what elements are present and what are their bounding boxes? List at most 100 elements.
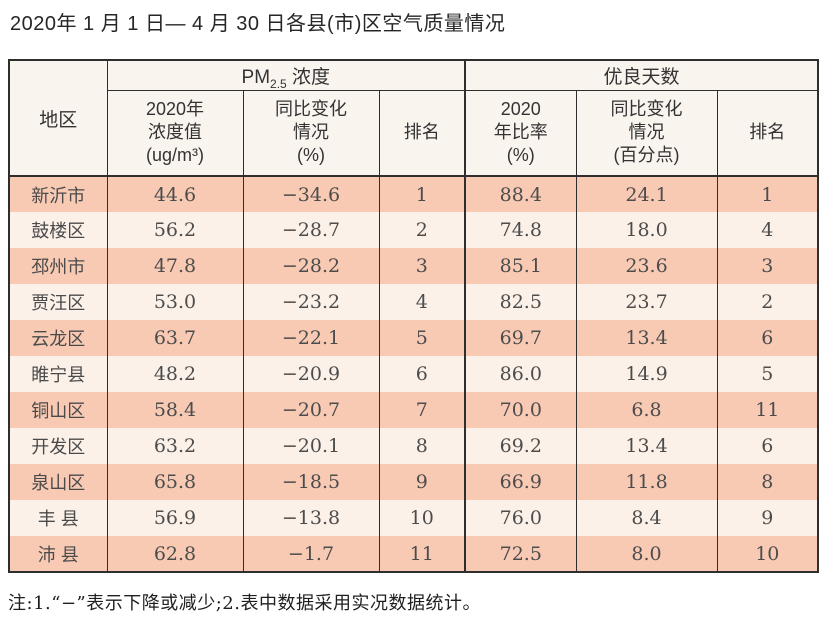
cell-pm-rank: 11 bbox=[378, 536, 466, 572]
cell-pm-rank: 3 bbox=[378, 248, 466, 284]
table-row: 睢宁县 48.2 −20.9 6 86.0 14.9 5 bbox=[9, 356, 819, 392]
cell-days-change: 13.4 bbox=[575, 320, 718, 356]
cell-pm-change: −1.7 bbox=[242, 536, 379, 572]
cell-region: 泉山区 bbox=[9, 464, 107, 500]
cell-pm-value: 56.9 bbox=[106, 500, 243, 536]
table-row: 新沂市 44.6 −34.6 1 88.4 24.1 1 bbox=[9, 176, 819, 212]
cell-pm-change: −28.2 bbox=[242, 248, 379, 284]
table-row: 云龙区 63.7 −22.1 5 69.7 13.4 6 bbox=[9, 320, 819, 356]
cell-pm-value: 53.0 bbox=[106, 284, 243, 320]
cell-pm-change: −18.5 bbox=[242, 464, 379, 500]
column-header-days-rank: 排名 bbox=[716, 90, 819, 177]
cell-days-ratio: 82.5 bbox=[464, 284, 577, 320]
column-header-region: 地区 bbox=[9, 60, 107, 177]
column-group-good-days: 优良天数 bbox=[464, 60, 819, 91]
cell-days-ratio: 69.2 bbox=[464, 428, 577, 464]
cell-pm-value: 44.6 bbox=[106, 176, 243, 212]
table-row: 泉山区 65.8 −18.5 9 66.9 11.8 8 bbox=[9, 464, 819, 500]
cell-pm-change: −20.7 bbox=[242, 392, 379, 428]
column-header-pm-value: 2020年 浓度值 (ug/m³) bbox=[106, 90, 243, 177]
cell-pm-rank: 5 bbox=[378, 320, 466, 356]
cell-days-rank: 6 bbox=[716, 428, 819, 464]
table-row: 铜山区 58.4 −20.7 7 70.0 6.8 11 bbox=[9, 392, 819, 428]
cell-days-ratio: 86.0 bbox=[464, 356, 577, 392]
cell-pm-value: 62.8 bbox=[106, 536, 243, 572]
column-header-pm-change: 同比变化 情况 (%) bbox=[242, 90, 379, 177]
footnote: 注:1.“−”表示下降或减少;2.表中数据采用实况数据统计。 bbox=[8, 593, 481, 614]
cell-days-change: 6.8 bbox=[575, 392, 718, 428]
cell-pm-value: 48.2 bbox=[106, 356, 243, 392]
table-row: 开发区 63.2 −20.1 8 69.2 13.4 6 bbox=[9, 428, 819, 464]
cell-pm-value: 63.2 bbox=[106, 428, 243, 464]
cell-region: 新沂市 bbox=[9, 176, 107, 212]
cell-days-ratio: 66.9 bbox=[464, 464, 577, 500]
cell-days-rank: 1 bbox=[716, 176, 819, 212]
cell-days-rank: 10 bbox=[716, 536, 819, 572]
cell-pm-change: −20.1 bbox=[242, 428, 379, 464]
pm25-label-suffix: 浓度 bbox=[286, 66, 330, 88]
cell-days-rank: 3 bbox=[716, 248, 819, 284]
air-quality-table: 地区 PM2.5 浓度 优良天数 2020年 浓度值 (ug/m³) 同比变化 … bbox=[8, 59, 820, 573]
sub-header-row: 2020年 浓度值 (ug/m³) 同比变化 情况 (%) 排名 2020 年比… bbox=[9, 90, 819, 177]
cell-pm-rank: 10 bbox=[378, 500, 466, 536]
cell-days-rank: 5 bbox=[716, 356, 819, 392]
cell-days-rank: 8 bbox=[716, 464, 819, 500]
cell-region: 鼓楼区 bbox=[9, 212, 107, 248]
column-header-pm-rank: 排名 bbox=[378, 90, 466, 177]
cell-region: 开发区 bbox=[9, 428, 107, 464]
cell-days-change: 8.4 bbox=[575, 500, 718, 536]
table-row: 沛 县 62.8 −1.7 11 72.5 8.0 10 bbox=[9, 536, 819, 572]
cell-days-rank: 4 bbox=[716, 212, 819, 248]
pm25-label-prefix: PM bbox=[241, 66, 271, 88]
cell-pm-value: 47.8 bbox=[106, 248, 243, 284]
cell-days-change: 24.1 bbox=[575, 176, 718, 212]
cell-days-ratio: 70.0 bbox=[464, 392, 577, 428]
cell-days-ratio: 88.4 bbox=[464, 176, 577, 212]
cell-days-rank: 6 bbox=[716, 320, 819, 356]
cell-days-ratio: 69.7 bbox=[464, 320, 577, 356]
cell-region: 睢宁县 bbox=[9, 356, 107, 392]
cell-pm-rank: 9 bbox=[378, 464, 466, 500]
cell-days-change: 11.8 bbox=[575, 464, 718, 500]
cell-days-change: 13.4 bbox=[575, 428, 718, 464]
column-group-pm25: PM2.5 浓度 bbox=[106, 60, 466, 91]
cell-days-rank: 9 bbox=[716, 500, 819, 536]
cell-region: 云龙区 bbox=[9, 320, 107, 356]
cell-days-change: 14.9 bbox=[575, 356, 718, 392]
cell-region: 沛 县 bbox=[9, 536, 107, 572]
cell-pm-value: 65.8 bbox=[106, 464, 243, 500]
cell-pm-change: −22.1 bbox=[242, 320, 379, 356]
cell-pm-value: 58.4 bbox=[106, 392, 243, 428]
cell-pm-value: 63.7 bbox=[106, 320, 243, 356]
table-row: 贾汪区 53.0 −23.2 4 82.5 23.7 2 bbox=[9, 284, 819, 320]
cell-days-change: 23.7 bbox=[575, 284, 718, 320]
group-header-row: 地区 PM2.5 浓度 优良天数 bbox=[9, 60, 819, 177]
cell-days-change: 23.6 bbox=[575, 248, 718, 284]
cell-pm-change: −23.2 bbox=[242, 284, 379, 320]
cell-days-change: 8.0 bbox=[575, 536, 718, 572]
cell-region: 贾汪区 bbox=[9, 284, 107, 320]
cell-region: 铜山区 bbox=[9, 392, 107, 428]
cell-pm-change: −20.9 bbox=[242, 356, 379, 392]
cell-pm-value: 56.2 bbox=[106, 212, 243, 248]
cell-days-rank: 11 bbox=[716, 392, 819, 428]
table-row: 邳州市 47.8 −28.2 3 85.1 23.6 3 bbox=[9, 248, 819, 284]
cell-pm-rank: 2 bbox=[378, 212, 466, 248]
cell-days-change: 18.0 bbox=[575, 212, 718, 248]
cell-pm-rank: 1 bbox=[378, 176, 466, 212]
table-header: 地区 PM2.5 浓度 优良天数 2020年 浓度值 (ug/m³) 同比变化 … bbox=[9, 60, 819, 177]
cell-days-ratio: 76.0 bbox=[464, 500, 577, 536]
cell-pm-rank: 7 bbox=[378, 392, 466, 428]
pm25-label-subscript: 2.5 bbox=[270, 76, 287, 91]
cell-pm-change: −13.8 bbox=[242, 500, 379, 536]
cell-days-rank: 2 bbox=[716, 284, 819, 320]
page-title: 2020年 1 月 1 日— 4 月 30 日各县(市)区空气质量情况 bbox=[10, 13, 506, 35]
cell-pm-change: −28.7 bbox=[242, 212, 379, 248]
cell-region: 丰 县 bbox=[9, 500, 107, 536]
cell-pm-rank: 8 bbox=[378, 428, 466, 464]
column-header-days-change: 同比变化 情况 (百分点) bbox=[575, 90, 718, 177]
cell-days-ratio: 74.8 bbox=[464, 212, 577, 248]
table-row: 鼓楼区 56.2 −28.7 2 74.8 18.0 4 bbox=[9, 212, 819, 248]
table-row: 丰 县 56.9 −13.8 10 76.0 8.4 9 bbox=[9, 500, 819, 536]
table-body: 新沂市 44.6 −34.6 1 88.4 24.1 1 鼓楼区 56.2 −28.7 2 74.8 1… bbox=[9, 176, 819, 572]
